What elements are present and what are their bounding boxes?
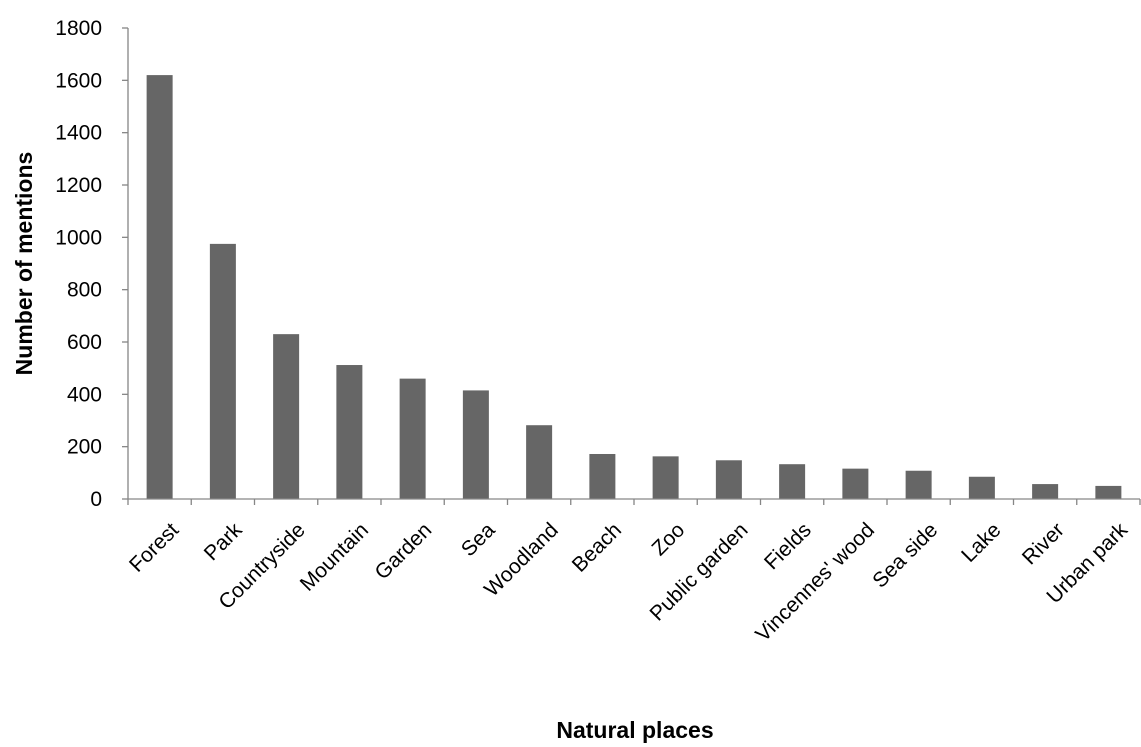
x-tick-label: Zoo (647, 518, 689, 560)
bar (968, 476, 995, 499)
bar (146, 75, 173, 499)
y-tick-label: 400 (67, 383, 102, 406)
x-tick-label: Forest (125, 518, 183, 576)
x-tick-label: Lake (957, 518, 1005, 566)
bar (715, 460, 742, 499)
bar (336, 365, 363, 499)
bar (1032, 484, 1059, 499)
x-tick-label: Mountain (296, 518, 373, 595)
x-tick-label: River (1018, 518, 1069, 569)
y-axis-title: Number of mentions (11, 152, 37, 376)
y-tick-label: 1000 (55, 226, 102, 249)
y-tick-label: 200 (67, 436, 102, 459)
bar (905, 470, 932, 499)
bar (526, 425, 553, 499)
x-tick-label: Beach (568, 518, 626, 576)
bar (842, 468, 869, 499)
bar (273, 334, 300, 499)
bar (1095, 485, 1122, 499)
x-tick-label: Garden (371, 518, 437, 584)
y-tick-label: 1200 (55, 174, 102, 197)
bars (146, 75, 1122, 499)
bar (399, 378, 426, 499)
x-tick-label: Vincennes' wood (751, 518, 879, 646)
x-tick-label: Sea (457, 518, 500, 561)
bar (462, 390, 489, 499)
bar (779, 464, 806, 499)
y-tick-label: 800 (67, 279, 102, 302)
x-tick-label: Sea side (868, 518, 942, 592)
bar (209, 243, 236, 499)
y-tick-label: 0 (90, 488, 102, 511)
y-tick-label: 600 (67, 331, 102, 354)
bar (589, 453, 616, 499)
x-tick-label: Fields (760, 518, 816, 574)
bar (652, 456, 679, 499)
y-tick-label: 1400 (55, 122, 102, 145)
y-tick-label: 1600 (55, 69, 102, 92)
y-tick-label: 1800 (55, 17, 102, 40)
x-tick-label: Park (200, 518, 247, 565)
x-axis-title: Natural places (556, 717, 713, 743)
y-axis-ticks: 0 200 400 600 800 1000 1200 1400 1600 1800 (55, 17, 128, 511)
